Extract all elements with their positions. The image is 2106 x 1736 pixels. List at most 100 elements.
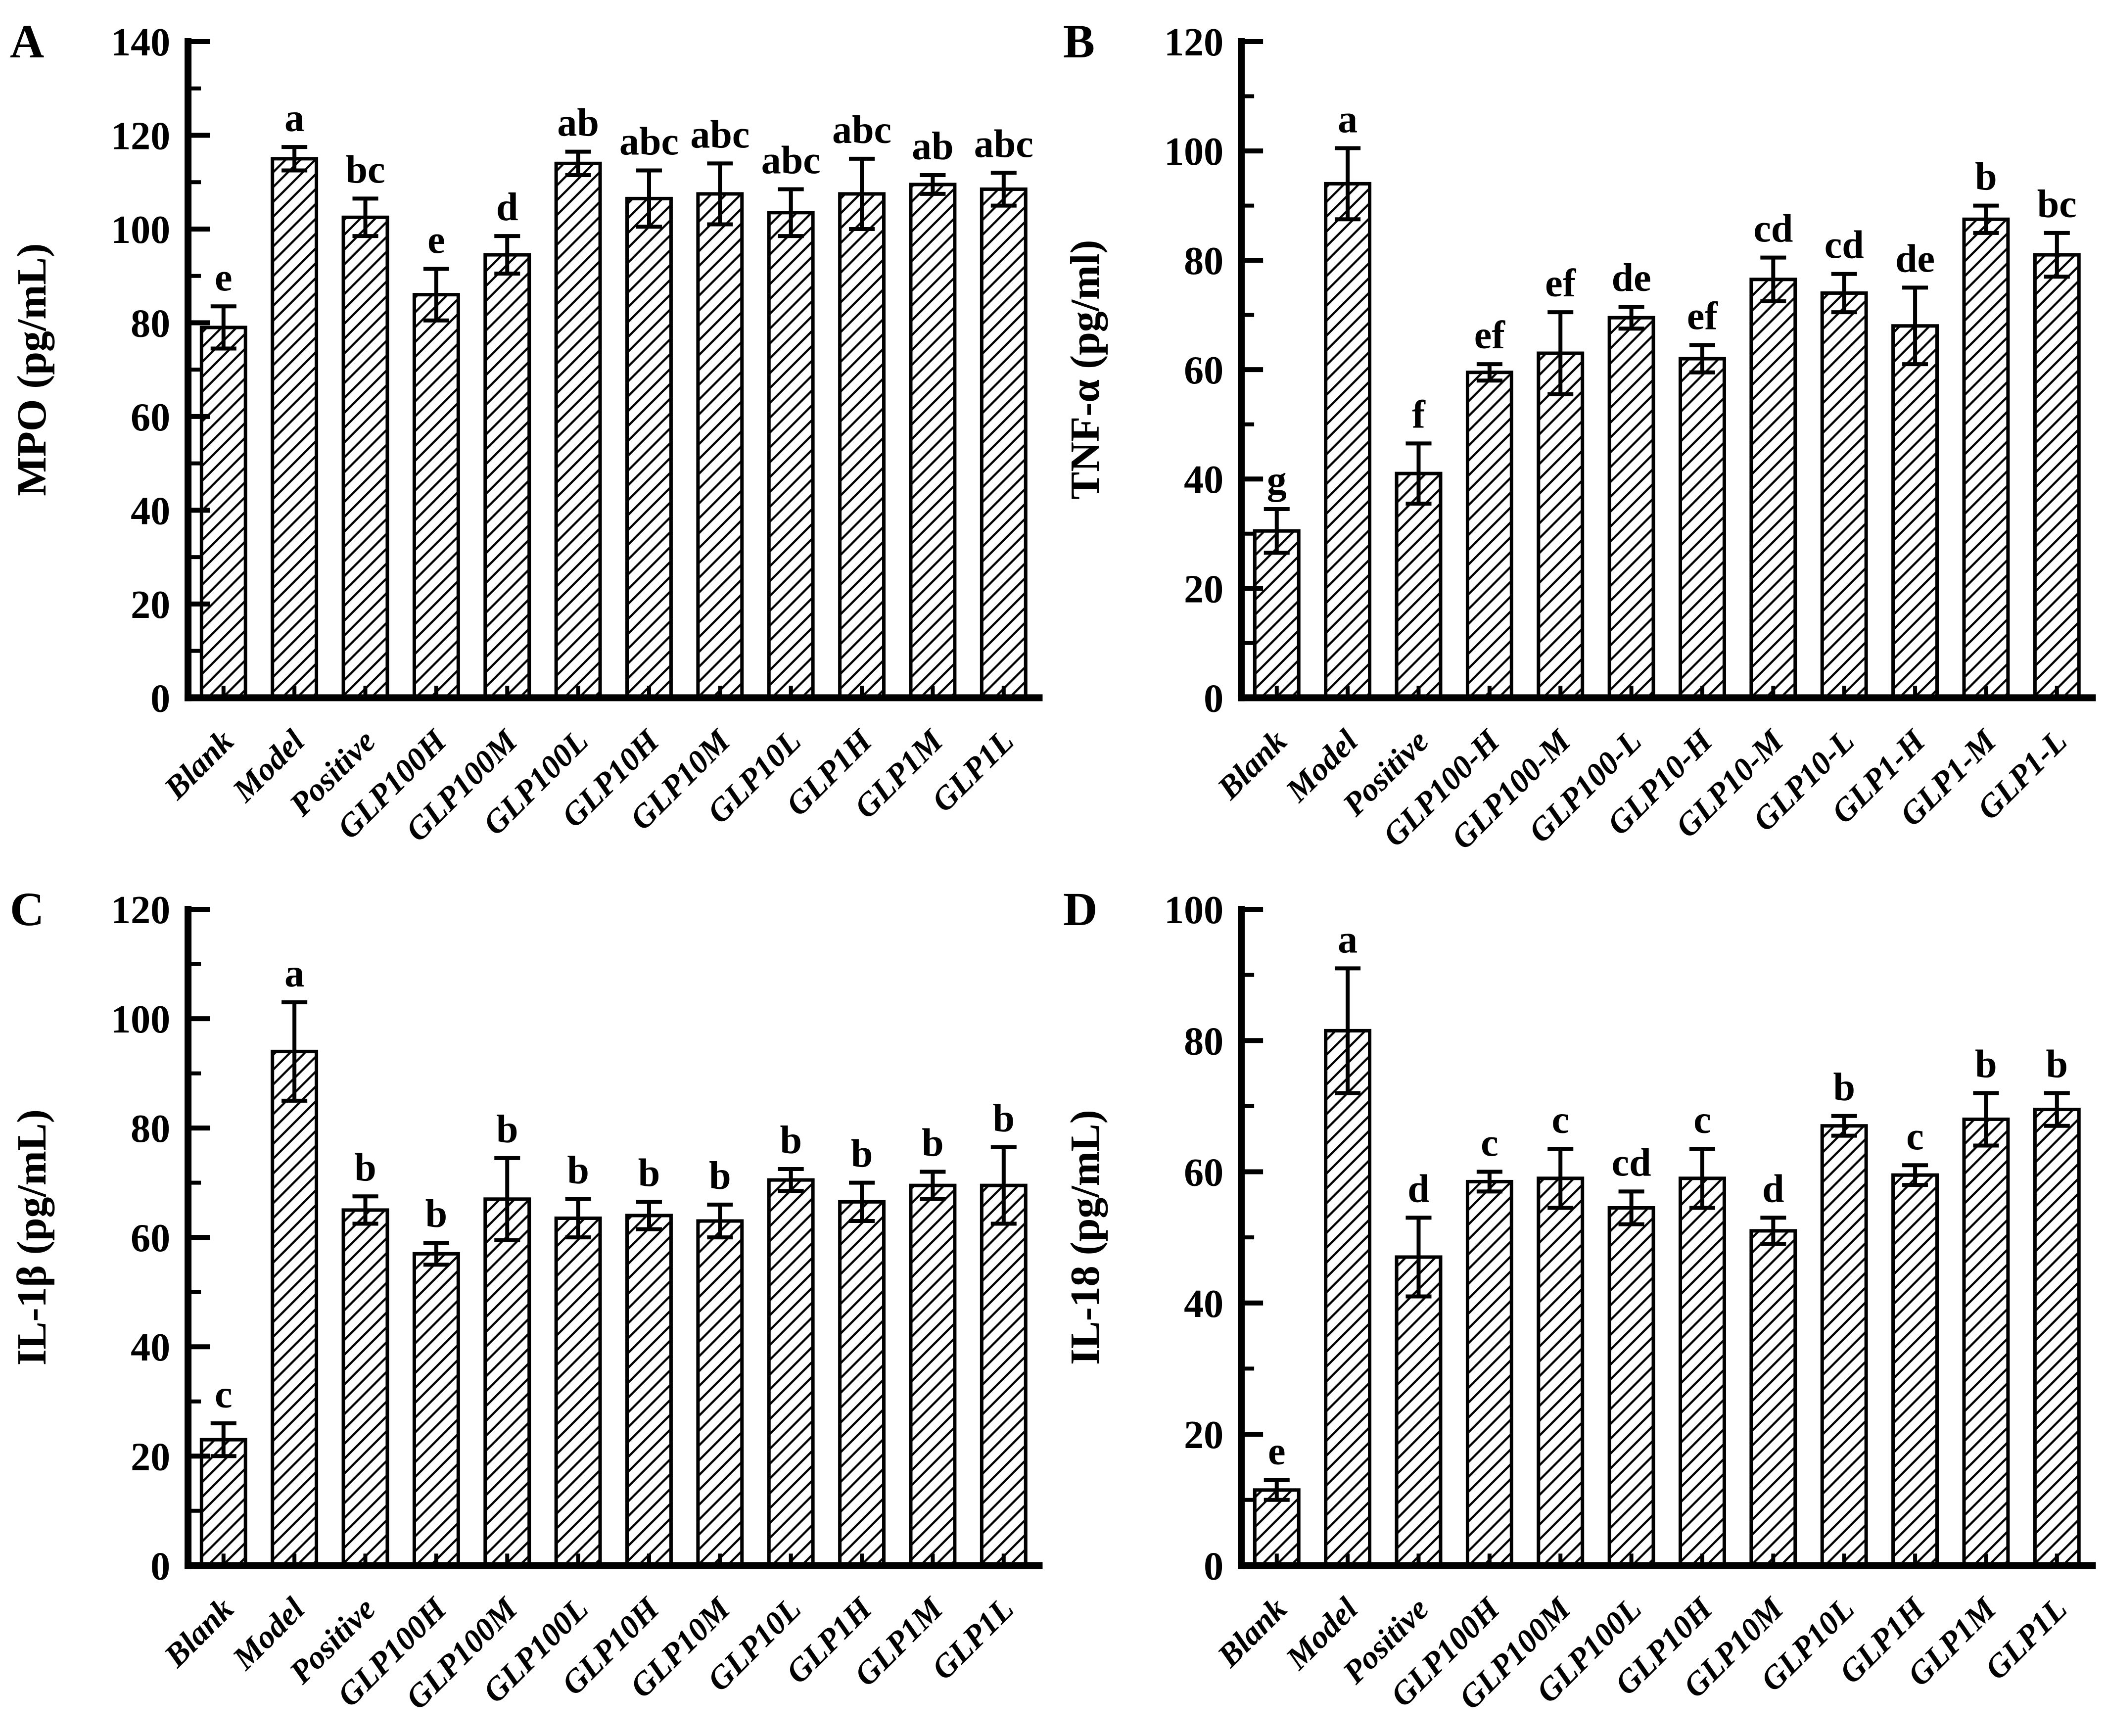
bar-positive [1395,1255,1442,1568]
bar-glp100h [412,293,460,700]
sig-letter: b [993,1097,1015,1140]
sig-letter: a [1338,98,1357,141]
bar-glp1h [838,192,886,700]
sig-letter: c [1693,1099,1711,1142]
sig-letter: f [1412,393,1426,436]
sig-letter: e [215,256,233,299]
sig-letter: ef [1686,294,1718,338]
bar-glp100m [1536,1176,1584,1568]
panel-d: e Blank a Model d Positive c GLP100H c GLP100M cd G… [1053,868,2106,1736]
bar-glp10m [696,192,744,700]
sig-letter: d [1762,1168,1784,1211]
sig-letter: b [1975,155,1997,199]
panel-letter: C [10,883,44,936]
y-axis-title: TNF-α (pg/ml) [1062,240,1108,500]
sig-letter: abc [690,113,749,156]
bar-model [1323,1029,1371,1568]
bar-glp1h [838,1200,886,1568]
y-tick-label: 120 [111,114,170,158]
sig-letter: ef [1474,314,1505,357]
sig-letter: abc [761,139,821,182]
y-tick-label: 80 [131,1108,170,1151]
bar-blank [199,1438,247,1568]
bar-glp1l [2033,1108,2081,1568]
panel-c: c Blank a Model b Positive b GLP100H b GLP100M b GL… [0,868,1053,1736]
y-axis-title: IL-18 (pg/mL) [1062,1110,1108,1365]
bar-glp1-l [2033,253,2081,700]
sig-letter: bc [346,148,385,191]
sig-letter: b [851,1132,873,1176]
y-tick-label: 120 [111,889,170,932]
panel-a: e Blank a Model bc Positive e GLP100H d GLP100M ab… [0,0,1053,868]
bar-model [271,157,319,700]
bar-glp10-m [1749,278,1797,700]
bar-glp100m [483,253,531,700]
sig-letter: b [354,1146,376,1190]
sig-letter: cd [1753,207,1793,251]
y-axis-title: MPO (pg/mL) [9,243,55,496]
sig-letter: d [1407,1168,1430,1211]
bar-glp100-l [1607,316,1655,700]
sig-letter: c [1481,1122,1498,1165]
bar-glp10h [625,196,673,700]
sig-letter: abc [974,122,1033,166]
y-tick-label: 100 [1164,889,1223,932]
sig-letter: b [1975,1043,1997,1086]
sig-letter: b [496,1108,518,1151]
sig-letter: de [1895,237,1935,281]
il-18-bar-chart: eBlankaModeldPositivecGLP100HcGLP100McdG… [1053,868,2106,1736]
y-tick-label: 20 [131,583,170,627]
y-tick-label: 40 [1184,458,1223,502]
sig-letter: b [425,1193,448,1236]
bar-model [271,1050,319,1568]
sig-letter: b [709,1154,731,1198]
bar-glp1h [1891,1173,1939,1568]
sig-letter: cd [1824,224,1864,267]
sig-letter: c [1906,1115,1924,1159]
il-1beta-bar-chart: cBlankaModelbPositivebGLP100HbGLP100MbGL… [0,868,1053,1736]
y-tick-label: 0 [150,677,170,720]
bar-glp10h [1678,1176,1726,1568]
sig-letter: abc [832,108,891,152]
bar-glp10m [1749,1229,1797,1568]
bar-glp100-h [1465,371,1513,700]
sig-letter: a [284,96,304,140]
bar-glp1m [1962,1118,2010,1568]
y-tick-label: 60 [1184,1151,1223,1195]
y-tick-label: 0 [1204,677,1223,720]
bar-glp100l [554,1217,602,1568]
bar-glp1m [909,183,957,700]
bar-glp100l [1607,1206,1655,1568]
sig-letter: cd [1611,1141,1651,1185]
bar-blank [1253,529,1301,700]
bar-glp10l [767,1178,815,1568]
sig-letter: bc [2037,183,2076,226]
bar-glp10l [767,211,815,700]
panel-b: g Blank a Model f Positive ef GLP100-H ef GLP100-… [1053,0,2106,868]
bar-positive [1395,471,1442,700]
bar-glp100h [1465,1180,1513,1568]
y-tick-label: 100 [111,208,170,252]
sig-letter: e [1268,1430,1286,1473]
tnf-alpha-bar-chart: gBlankaModelfPositiveefGLP100-HefGLP100-… [1053,0,2106,868]
y-tick-label: 40 [131,489,170,533]
bar-glp10l [1820,1124,1868,1568]
bar-glp100l [554,161,602,700]
sig-letter: g [1266,459,1286,502]
bar-glp10-l [1820,291,1868,700]
y-tick-label: 100 [1164,130,1223,174]
y-tick-label: 60 [131,396,170,439]
bar-glp100-m [1536,351,1584,700]
sig-letter: abc [619,120,679,164]
y-tick-label: 40 [131,1326,170,1370]
y-tick-label: 0 [150,1545,170,1589]
sig-letter: b [2046,1043,2068,1086]
y-tick-label: 60 [1184,349,1223,392]
y-tick-label: 80 [1184,239,1223,283]
sig-letter: ab [912,125,954,168]
panel-letter: D [1063,883,1097,936]
sig-letter: ab [557,101,599,145]
sig-letter: b [780,1119,802,1162]
sig-letter: b [567,1149,589,1192]
